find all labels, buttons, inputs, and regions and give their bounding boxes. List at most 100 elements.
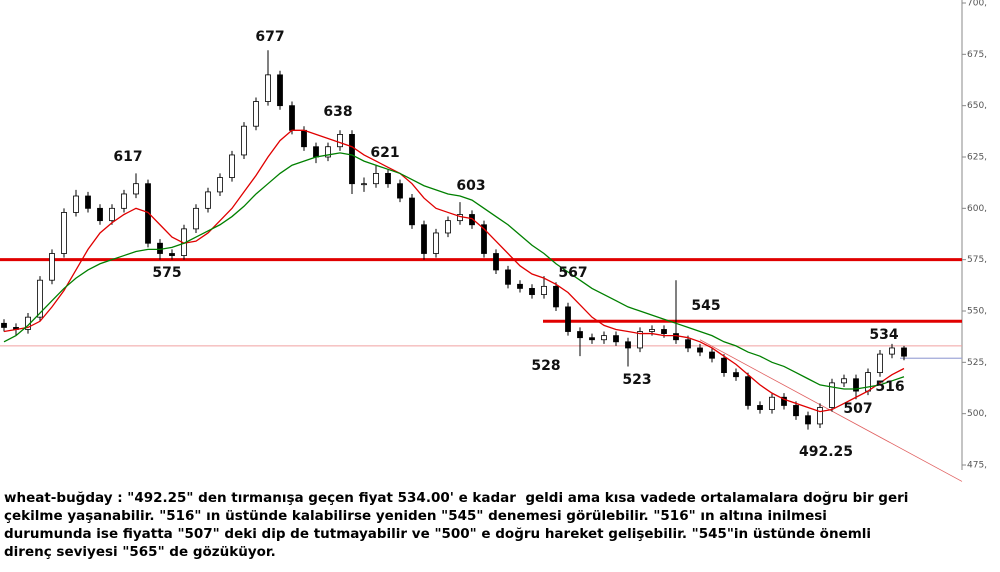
candle-body [529, 288, 535, 295]
candle-body [853, 378, 859, 392]
candle-body [169, 253, 175, 256]
candle-body [133, 183, 139, 195]
candle-body [625, 341, 631, 349]
candle-body [73, 195, 79, 213]
candle-body [541, 285, 547, 295]
candle-body [433, 232, 439, 254]
candle-body [493, 253, 499, 271]
candle-body [97, 207, 103, 222]
annotation: 617 [113, 149, 142, 165]
candle-body [265, 74, 271, 102]
candle-body [373, 173, 379, 185]
y-tick-label: 600, [967, 204, 987, 214]
candle-body [841, 378, 847, 384]
candle-body [721, 357, 727, 373]
candle-body [601, 335, 607, 341]
comment-line: wheat-buğday : "492.25" den tırmanışa ge… [4, 490, 908, 506]
candle-body [85, 195, 91, 209]
candle-body [637, 331, 643, 349]
annotation: 507 [843, 401, 872, 417]
candle-body [241, 125, 247, 156]
candle-body [829, 382, 835, 408]
candle-body [589, 337, 595, 341]
candle-body [109, 207, 115, 222]
candle-body [577, 331, 583, 339]
candle-body [685, 339, 691, 349]
candle-body [421, 224, 427, 254]
y-tick-label: 575, [967, 255, 987, 265]
candle-body [157, 242, 163, 254]
candle-body [301, 129, 307, 148]
candle-body [289, 105, 295, 131]
candle-body [733, 372, 739, 378]
candle-body [145, 183, 151, 244]
candle-body [205, 191, 211, 209]
candle-body [193, 207, 199, 230]
annotation: 545 [691, 298, 720, 314]
candle-body [769, 396, 775, 410]
candle-body [37, 279, 43, 318]
candle-body [469, 214, 475, 226]
candle-body [553, 285, 559, 308]
y-tick-label: 525, [967, 358, 987, 368]
comment-line: çekilme yaşanabilir. "516" ın üstünde ka… [4, 508, 827, 524]
y-tick-label: 550, [967, 307, 987, 317]
candle-body [709, 351, 715, 359]
candle-body [445, 220, 451, 234]
candle-body [901, 347, 907, 357]
candle-body [805, 415, 811, 425]
candle-body [313, 146, 319, 158]
candle-body [349, 134, 355, 185]
comment-line: direnç seviyesi "565" de gözüküyor. [4, 544, 276, 560]
candle-body [565, 306, 571, 332]
annotation: 677 [255, 29, 284, 45]
y-tick-label: 700, [967, 0, 987, 9]
annotation: 567 [558, 265, 587, 281]
y-tick-label: 650, [967, 101, 987, 111]
moving-average [3, 152, 905, 390]
candle-body [397, 183, 403, 199]
candle-body [865, 372, 871, 392]
candle-body [877, 353, 883, 373]
candle-body [361, 183, 367, 186]
annotation: 516 [875, 379, 904, 395]
annotation: 603 [456, 178, 485, 194]
candle-body [649, 329, 655, 332]
candle-body [517, 283, 523, 289]
candle-body [1, 322, 7, 328]
trend-line [699, 339, 963, 482]
annotation: 523 [622, 372, 651, 388]
candle-body [697, 347, 703, 353]
candle-body [673, 333, 679, 341]
annotation: 575 [152, 265, 181, 281]
moving-average [3, 129, 905, 413]
y-tick-label: 475, [967, 461, 987, 471]
candle-body [325, 146, 331, 158]
candle-body [253, 101, 259, 127]
candle-body [613, 335, 619, 343]
candle-body [505, 269, 511, 285]
candle-body [337, 134, 343, 148]
candle-body [409, 197, 415, 226]
candle-body [889, 347, 895, 355]
candle-body [121, 193, 127, 209]
annotation: 534 [869, 327, 898, 343]
candle-body [793, 405, 799, 417]
comment-line: durumunda ise fiyatta "507" deki dip de … [4, 526, 871, 542]
candle-body [817, 407, 823, 425]
candle-body [781, 396, 787, 406]
candle-body [757, 405, 763, 410]
candle-body [661, 329, 667, 334]
candle-body [49, 253, 55, 281]
annotation: 492.25 [799, 444, 853, 460]
candle-body [229, 154, 235, 178]
y-tick-label: 625, [967, 153, 987, 163]
candle-body [745, 376, 751, 406]
candle-body [385, 173, 391, 185]
candle-body [61, 212, 67, 254]
y-tick-label: 675, [967, 50, 987, 60]
candle-body [217, 177, 223, 193]
candle-body [277, 74, 283, 107]
annotation: 528 [531, 358, 560, 374]
